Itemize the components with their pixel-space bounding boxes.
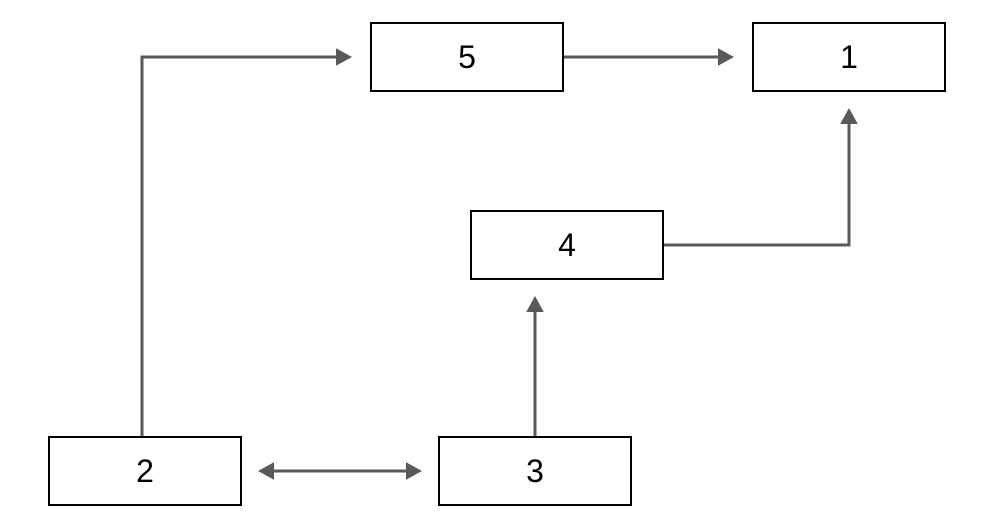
node-5-label: 5	[458, 39, 476, 76]
node-4: 4	[470, 210, 664, 280]
node-2-label: 2	[136, 453, 154, 490]
node-3-label: 3	[526, 453, 544, 490]
node-4-label: 4	[558, 227, 576, 264]
node-3: 3	[438, 436, 632, 506]
diagram-canvas: 1 2 3 4 5	[0, 0, 1000, 528]
node-2: 2	[48, 436, 242, 506]
node-1: 1	[752, 22, 946, 92]
node-1-label: 1	[840, 39, 858, 76]
node-5: 5	[370, 22, 564, 92]
